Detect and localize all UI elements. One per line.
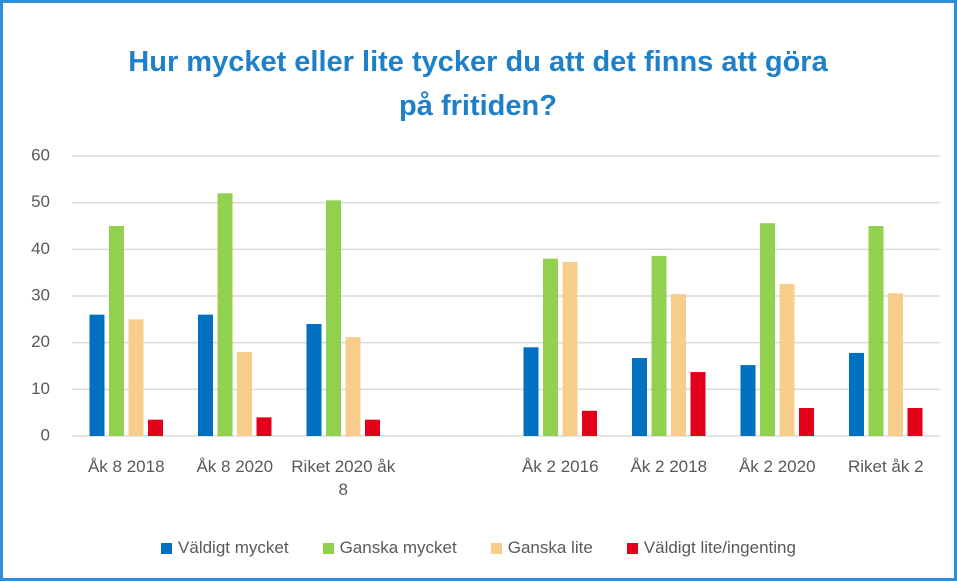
bar [345,337,361,436]
y-tick-label: 30 [31,285,50,304]
x-tick-label: Åk 2 2020 [738,457,816,476]
legend: Väldigt mycket Ganska mycket Ganska lite Vä… [0,538,957,558]
x-tick-label: Åk 8 2020 [196,457,274,476]
legend-label: Väldigt lite/ingenting [643,538,796,557]
y-tick-label: 0 [41,425,50,444]
bar [89,314,105,436]
bar [523,347,539,436]
y-tick-label: 60 [31,145,50,164]
bar [543,258,558,436]
bar [651,255,667,436]
bar [799,408,814,436]
bar [907,408,923,436]
bar [217,193,233,436]
legend-swatch [161,542,173,554]
y-tick-label: 10 [31,379,50,398]
legend-label: Väldigt mycket [178,538,289,557]
legend-item: Ganska lite [490,538,593,558]
chart-title: Hur mycket eller lite tycker du att det … [128,46,828,122]
bar [632,358,647,436]
x-tick-label: Riket 2020 åk 8 [291,457,396,499]
legend-swatch [626,542,638,554]
legend-swatch [322,542,334,554]
y-tick-label: 50 [31,192,50,211]
x-tick-label: Riket åk 2 [847,457,924,476]
bar [128,319,144,436]
bar [671,294,686,436]
bar [868,226,884,436]
bar [198,314,213,436]
bar [365,419,380,436]
x-tick-label: Åk 2 2018 [630,457,708,476]
bar [326,200,341,436]
x-tick-label: Åk 8 2018 [87,457,165,476]
bar [690,372,706,436]
y-tick-label: 40 [31,239,50,258]
legend-item: Väldigt mycket [161,538,289,558]
bar [779,283,795,436]
bar [849,352,864,436]
bar [760,223,775,436]
bar [562,261,578,436]
bar [256,417,272,436]
bar [148,419,163,436]
bar [237,352,252,436]
legend-item: Ganska mycket [322,538,457,558]
legend-swatch [490,542,502,554]
bar [109,226,124,436]
bar [582,410,597,436]
legend-label: Ganska lite [507,538,593,557]
bar [306,324,322,436]
y-tick-label: 20 [31,332,50,351]
legend-label: Ganska mycket [339,538,457,557]
legend-item: Väldigt lite/ingenting [626,538,796,558]
bar [888,293,903,436]
x-tick-label: Åk 2 2016 [521,457,599,476]
bar [740,365,756,436]
